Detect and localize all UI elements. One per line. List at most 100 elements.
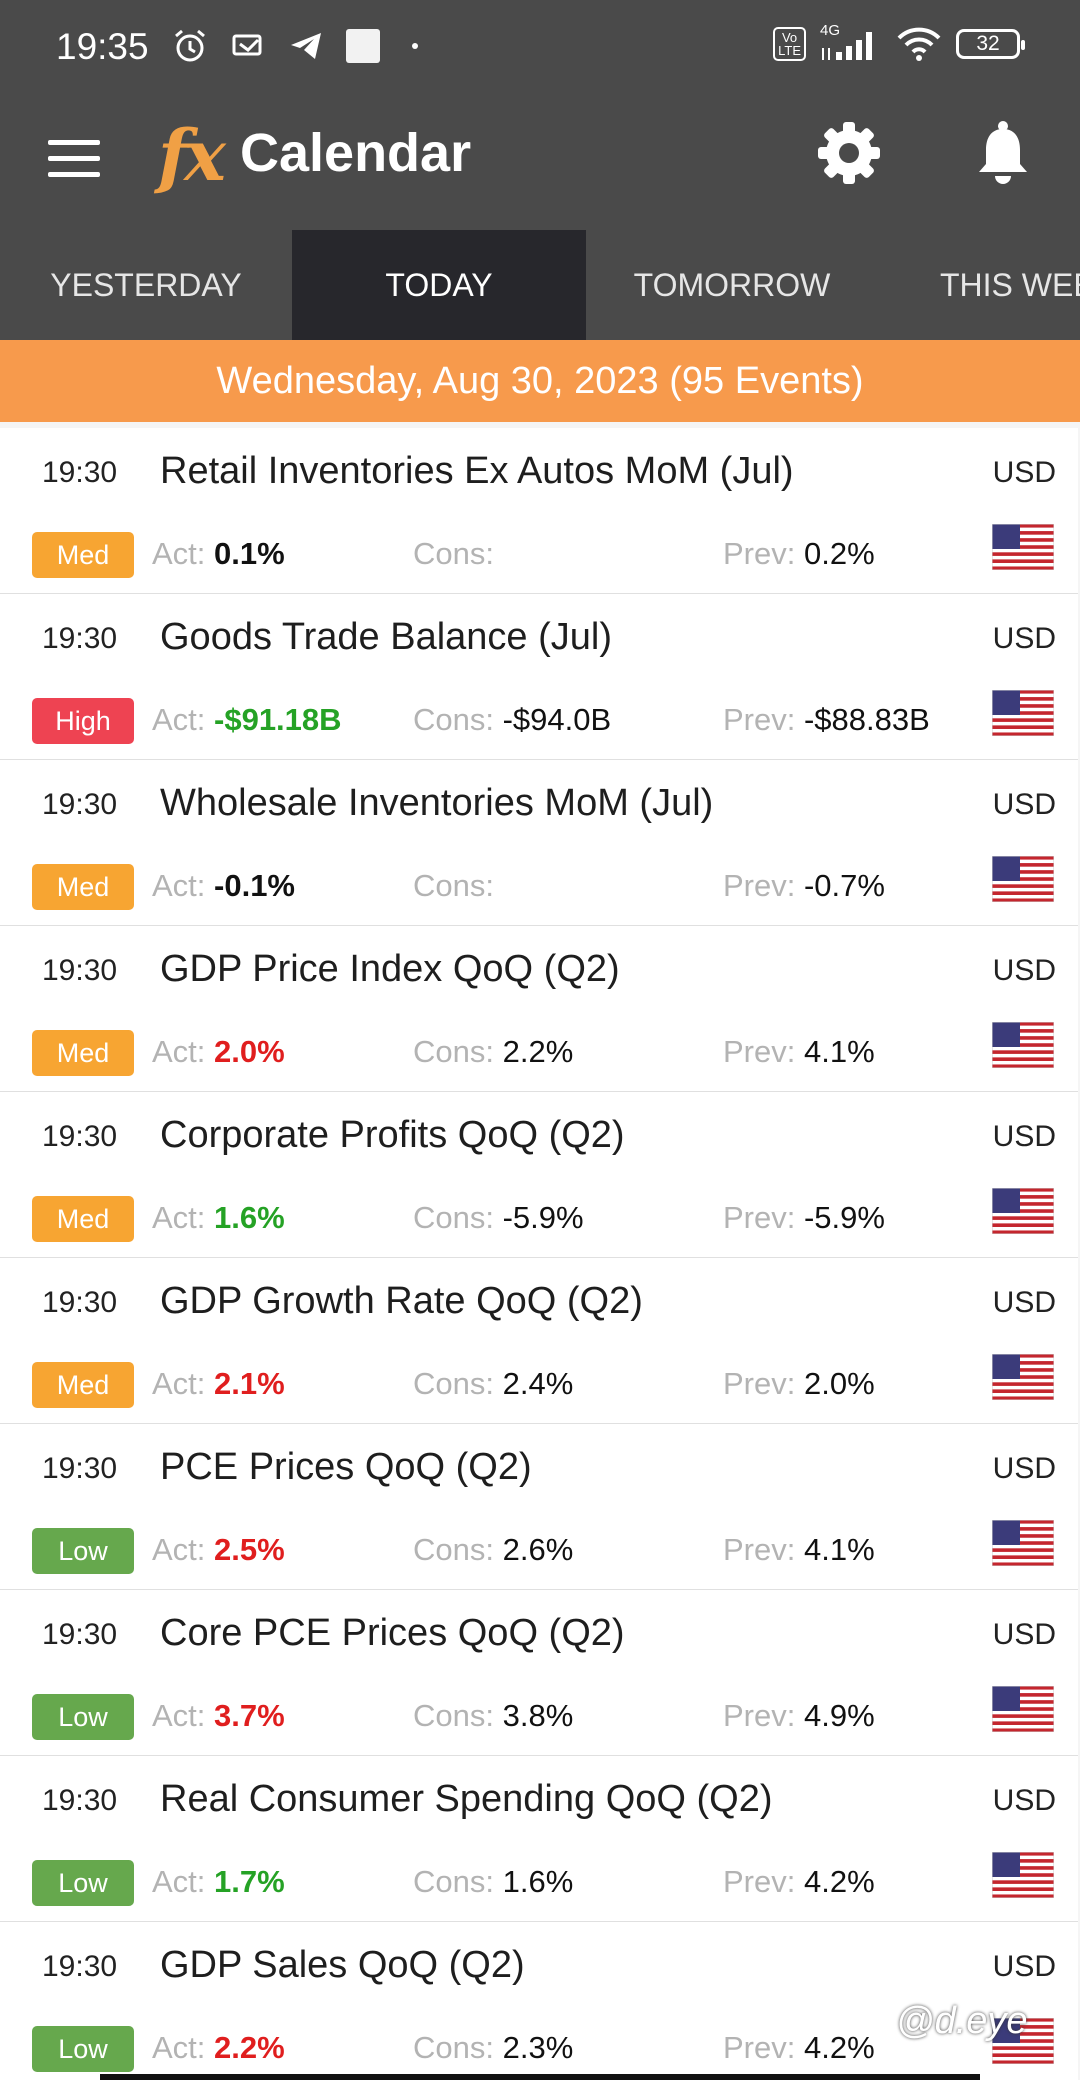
actual-field: Act: 2.0% (152, 1034, 285, 1070)
actual-value: 3.7% (214, 1698, 285, 1733)
importance-badge: Low (32, 1860, 134, 1906)
previous-value: -5.9% (803, 1200, 885, 1235)
event-row[interactable]: 19:30 Real Consumer Spending QoQ (Q2) USD L… (0, 1756, 1078, 1922)
importance-badge: Med (32, 1030, 134, 1076)
actual-field: Act: 3.7% (152, 1698, 285, 1734)
event-row[interactable]: 19:30 GDP Sales QoQ (Q2) USD Low Act: 2.2% Co… (0, 1922, 1078, 2080)
actual-value: 2.0% (214, 1034, 285, 1069)
actual-label: Act: (152, 1200, 215, 1235)
consensus-value: 2.2% (502, 1034, 574, 1069)
event-title: Retail Inventories Ex Autos MoM (Jul) (160, 450, 794, 492)
actual-label: Act: (152, 2030, 215, 2065)
event-time: 19:30 (42, 456, 118, 489)
tab-today[interactable]: TODAY (292, 230, 586, 340)
consensus-field: Cons: -$94.0B (413, 702, 611, 738)
consensus-label: Cons: (413, 1034, 503, 1069)
previous-value: 4.9% (803, 1698, 875, 1733)
event-row[interactable]: 19:30 GDP Price Index QoQ (Q2) USD Med Act: … (0, 926, 1078, 1092)
settings-button[interactable] (816, 120, 882, 186)
actual-field: Act: 1.6% (152, 1200, 285, 1236)
event-title: Real Consumer Spending QoQ (Q2) (160, 1778, 773, 1820)
tab-yesterday[interactable]: YESTERDAY (50, 267, 242, 303)
event-row[interactable]: 19:30 Goods Trade Balance (Jul) USD High Act… (0, 594, 1078, 760)
event-currency: USD (992, 788, 1056, 821)
previous-field: Prev: 0.2% (723, 536, 875, 572)
event-time: 19:30 (42, 622, 118, 655)
tab-tomorrow[interactable]: TOMORROW (633, 267, 831, 303)
menu-button[interactable] (48, 128, 108, 188)
actual-value: 0.1% (214, 536, 285, 571)
event-time: 19:30 (42, 1950, 118, 1983)
previous-field: Prev: -5.9% (723, 1200, 885, 1236)
event-currency: USD (992, 1452, 1056, 1485)
notification-icons (172, 28, 418, 64)
importance-badge: High (32, 698, 134, 744)
events-list: 19:30 Retail Inventories Ex Autos MoM (Ju… (0, 428, 1078, 2080)
actual-label: Act: (152, 1698, 215, 1733)
importance-badge: Med (32, 1362, 134, 1408)
consensus-label: Cons: (413, 868, 494, 903)
network-type: 4G (820, 22, 841, 39)
event-time: 19:30 (42, 1120, 118, 1153)
actual-label: Act: (152, 1532, 215, 1567)
actual-field: Act: 2.2% (152, 2030, 285, 2066)
event-currency: USD (992, 1784, 1056, 1817)
previous-value: 4.1% (803, 1532, 875, 1567)
consensus-field: Cons: (413, 868, 494, 904)
actual-label: Act: (152, 536, 215, 571)
actual-field: Act: 0.1% (152, 536, 285, 572)
telegram-icon (291, 33, 321, 59)
consensus-label: Cons: (413, 702, 503, 737)
us-flag-icon (991, 689, 1055, 737)
consensus-value: 3.8% (502, 1698, 574, 1733)
event-title: GDP Price Index QoQ (Q2) (160, 948, 620, 990)
event-row[interactable]: 19:30 Corporate Profits QoQ (Q2) USD Med Act… (0, 1092, 1078, 1258)
consensus-field: Cons: (413, 536, 494, 572)
importance-badge: Med (32, 864, 134, 910)
event-time: 19:30 (42, 788, 118, 821)
us-flag-icon (991, 855, 1055, 903)
previous-label: Prev: (723, 536, 804, 571)
actual-label: Act: (152, 1034, 215, 1069)
event-row[interactable]: 19:30 GDP Growth Rate QoQ (Q2) USD Med Act: … (0, 1258, 1078, 1424)
actual-value: -0.1% (214, 868, 295, 903)
event-title: GDP Growth Rate QoQ (Q2) (160, 1280, 643, 1322)
us-flag-icon (991, 1851, 1055, 1899)
importance-badge: Low (32, 2026, 134, 2072)
event-currency: USD (992, 456, 1056, 489)
event-row[interactable]: 19:30 Wholesale Inventories MoM (Jul) USD M… (0, 760, 1078, 926)
battery-icon: 32 (956, 29, 1025, 59)
actual-value: 2.5% (214, 1532, 285, 1567)
actual-field: Act: 2.1% (152, 1366, 285, 1402)
previous-label: Prev: (723, 1698, 804, 1733)
event-row[interactable]: 19:30 Retail Inventories Ex Autos MoM (Ju… (0, 428, 1078, 594)
consensus-field: Cons: 2.4% (413, 1366, 573, 1402)
actual-label: Act: (152, 702, 215, 737)
consensus-field: Cons: 3.8% (413, 1698, 573, 1734)
previous-field: Prev: 4.1% (723, 1532, 875, 1568)
us-flag-icon (991, 1187, 1055, 1235)
home-indicator (100, 2074, 980, 2080)
event-time: 19:30 (42, 954, 118, 987)
event-row[interactable]: 19:30 PCE Prices QoQ (Q2) USD Low Act: 2.5% C… (0, 1424, 1078, 1590)
event-currency: USD (992, 1286, 1056, 1319)
previous-field: Prev: 2.0% (723, 1366, 875, 1402)
hamburger-line (48, 171, 100, 177)
consensus-value: -$94.0B (502, 702, 612, 737)
event-title: PCE Prices QoQ (Q2) (160, 1446, 532, 1488)
previous-field: Prev: -$88.83B (723, 702, 930, 738)
consensus-field: Cons: 1.6% (413, 1864, 573, 1900)
previous-field: Prev: 4.9% (723, 1698, 875, 1734)
hamburger-line (48, 139, 100, 145)
event-row[interactable]: 19:30 Core PCE Prices QoQ (Q2) USD Low Act: … (0, 1590, 1078, 1756)
tab-this-week[interactable]: THIS WEE (940, 267, 1080, 303)
notifications-button[interactable] (974, 120, 1032, 186)
previous-field: Prev: 4.1% (723, 1034, 875, 1070)
previous-value: -$88.83B (803, 702, 930, 737)
importance-badge: Low (32, 1528, 134, 1574)
actual-label: Act: (152, 1864, 215, 1899)
gear-icon (818, 122, 880, 184)
event-title: GDP Sales QoQ (Q2) (160, 1944, 525, 1986)
actual-value: 2.2% (214, 2030, 285, 2065)
event-title: Wholesale Inventories MoM (Jul) (160, 782, 714, 824)
